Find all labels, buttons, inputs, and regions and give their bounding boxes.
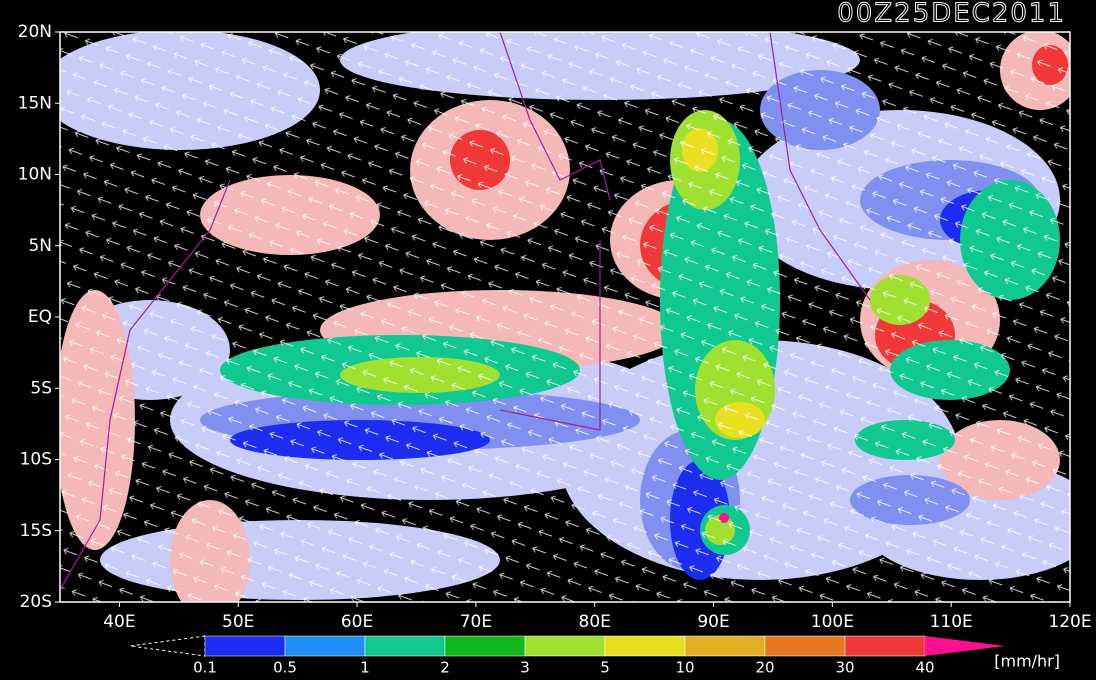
colorbar-over xyxy=(925,636,1005,656)
map-title: 00Z25DEC2011 xyxy=(837,0,1066,29)
colorbar-segment xyxy=(604,635,686,657)
lon-label: 100E xyxy=(811,612,854,632)
colorbar-label: 0.5 xyxy=(273,659,297,677)
lon-label: 60E xyxy=(341,612,373,632)
colorbar-label: 0.1 xyxy=(193,659,217,677)
lon-label: 70E xyxy=(460,612,492,632)
lat-label: 20N xyxy=(18,22,52,42)
map-field xyxy=(60,32,1070,602)
colorbar-segment xyxy=(364,635,446,657)
colorbar-segment xyxy=(524,635,606,657)
lon-label: 90E xyxy=(697,612,729,632)
lat-label: 10N xyxy=(18,165,52,185)
lon-label: 110E xyxy=(930,612,973,632)
lat-label: 15S xyxy=(20,521,52,541)
colorbar-segment xyxy=(684,635,766,657)
lat-label: 20S xyxy=(20,592,52,612)
colorbar-segment xyxy=(284,635,366,657)
lon-label: 50E xyxy=(222,612,254,632)
lat-label: 5S xyxy=(30,378,52,398)
lat-label: 15N xyxy=(18,93,52,113)
lon-label: 40E xyxy=(103,612,135,632)
colorbar-label: 5 xyxy=(600,659,610,677)
colorbar-label: 40 xyxy=(915,659,934,677)
colorbar-label: 2 xyxy=(440,659,450,677)
colorbar-under xyxy=(129,635,206,657)
colorbar-label: 30 xyxy=(835,659,854,677)
lon-label: 80E xyxy=(579,612,611,632)
colorbar-label: 10 xyxy=(675,659,694,677)
lat-label: EQ xyxy=(28,307,52,327)
colorbar-label: 1 xyxy=(360,659,370,677)
lat-label: 5N xyxy=(28,236,52,256)
colorbar-label: 3 xyxy=(520,659,530,677)
colorbar-segment xyxy=(204,635,286,657)
lon-label: 120E xyxy=(1048,612,1091,632)
colorbar-label: 20 xyxy=(755,659,774,677)
lat-label: 10S xyxy=(20,450,52,470)
colorbar-segment xyxy=(764,635,846,657)
colorbar-segment xyxy=(444,635,526,657)
colorbar-unit: [mm/hr] xyxy=(994,652,1060,671)
colorbar-segment xyxy=(844,635,926,657)
